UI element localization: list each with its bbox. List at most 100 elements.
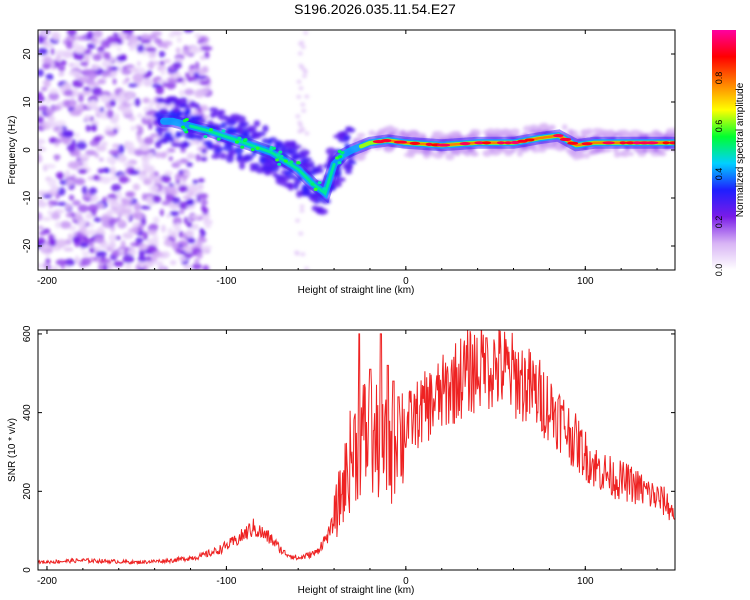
spectrogram-y-tick-label: 0	[22, 147, 33, 153]
chart-title: S196.2026.035.11.54.E27	[294, 1, 456, 17]
ridge-peak	[275, 153, 280, 157]
spectrogram-cell	[85, 149, 97, 156]
spectrogram-cell	[116, 55, 127, 62]
spectrogram-cell	[127, 248, 137, 257]
spectrogram-cell	[103, 51, 109, 60]
spectrogram-cell	[100, 94, 110, 103]
spectrogram-cell	[69, 110, 82, 117]
spectrogram-cell	[148, 200, 155, 206]
spectrogram-cell	[101, 71, 108, 78]
spectrogram-cell	[274, 140, 284, 147]
spectrogram-cell	[159, 104, 170, 109]
snr-x-ticks: -200 -100 0 100	[37, 330, 658, 587]
spectrogram-cell	[169, 260, 177, 266]
spectrogram-cell	[300, 252, 306, 257]
spectrogram-cell	[192, 179, 199, 185]
spectrogram-cell	[300, 102, 306, 107]
spectrogram-cell	[211, 154, 221, 159]
spectrogram-cell	[106, 156, 118, 164]
spectrogram-cell	[134, 97, 141, 107]
spectrogram-cell	[174, 173, 182, 182]
spectrogram-cell	[537, 123, 549, 129]
spectrogram-cell	[603, 130, 615, 139]
snr-panel: -200 -100 0 100 0 200 400 600 Height of straig…	[7, 325, 676, 596]
spectrogram-cell	[368, 130, 376, 137]
spectrogram-cell	[85, 212, 93, 220]
spectrogram-cell	[284, 170, 290, 177]
spectrogram-cell	[91, 86, 103, 96]
spectrogram-cell	[54, 154, 59, 162]
spectrogram-cell	[199, 228, 205, 234]
spectrogram-cell	[262, 125, 269, 133]
spectrogram-cell	[196, 240, 203, 249]
ridge-peak	[436, 143, 451, 147]
snr-y-tick-label: 0	[22, 567, 33, 573]
spectrogram-cell	[179, 102, 189, 109]
colorbar-tick-label: 0.6	[714, 120, 724, 133]
ridge-peak	[602, 141, 615, 145]
spectrogram-cell	[197, 193, 209, 200]
snr-x-tick-label: 0	[403, 576, 409, 587]
ridge-peak	[619, 141, 627, 145]
spectrogram-cell	[239, 121, 249, 127]
spectrogram-cell	[223, 144, 234, 152]
spectrogram-cell	[72, 199, 81, 206]
spectrogram-cell	[63, 89, 75, 97]
spectrogram-cell	[147, 228, 158, 236]
spectrogram-cell	[159, 208, 165, 217]
spectrogram-cell	[75, 35, 88, 41]
spectrogram-cell	[125, 92, 135, 99]
spectrogram-cell	[132, 73, 144, 83]
spectrogram-cell	[100, 141, 108, 147]
spectrogram-cell	[138, 126, 144, 135]
spectrogram-cell	[604, 147, 612, 153]
spectrogram-cell	[166, 213, 171, 219]
spectrogram-cell	[79, 242, 89, 249]
ridge-peak	[559, 137, 572, 142]
spectrogram-cell	[61, 130, 74, 138]
spectrogram-cell	[178, 97, 188, 105]
snr-y-tick-label: 400	[22, 404, 33, 421]
spectrogram-cell	[156, 104, 161, 110]
ridge-peak	[275, 158, 280, 162]
spectrogram-cell	[285, 140, 297, 149]
spectrogram-cell	[197, 89, 210, 95]
spectrogram-cell	[198, 186, 204, 194]
spectrogram-cell	[136, 132, 142, 142]
spectrogram-cell	[50, 185, 60, 193]
spectrogram-cell	[38, 47, 48, 56]
spectrogram-cell	[51, 265, 59, 270]
spectrogram-cell	[120, 240, 126, 250]
spectrogram-cell	[141, 193, 147, 201]
spectrogram-cell	[66, 143, 76, 152]
spectrogram-cell	[145, 260, 155, 267]
spectrogram-cell	[204, 51, 210, 59]
spectrogram-cell	[138, 243, 149, 250]
spectrogram-cell	[219, 152, 227, 160]
spectrogram-cell	[159, 60, 165, 66]
spectrogram-cell	[158, 137, 170, 144]
spectrogram-y-tick-label: -10	[22, 190, 33, 205]
snr-x-tick-label: -200	[37, 576, 57, 587]
spectrogram-cell	[55, 239, 67, 248]
ridge-peak	[524, 138, 535, 142]
spectrogram-cell	[38, 212, 43, 221]
spectrogram-cell	[77, 204, 89, 213]
ridge-peak	[496, 141, 505, 145]
ridge-peak	[662, 141, 670, 145]
snr-y-tick-label: 200	[22, 483, 33, 500]
spectrogram-cell	[196, 251, 203, 259]
spectrogram-cell	[65, 40, 73, 49]
spectrogram-cell	[49, 238, 57, 247]
spectrogram-cell	[92, 53, 102, 61]
spectrogram-cell	[135, 237, 144, 244]
snr-y-ticks: 0 200 400 600	[22, 325, 675, 573]
ridge-peak	[250, 148, 255, 152]
snr-y-label: SNR (10 * v/v)	[7, 418, 18, 482]
spectrogram-cell	[142, 72, 151, 79]
spectrogram-cell	[301, 158, 309, 164]
spectrogram-cell	[38, 68, 44, 77]
spectrogram-cell	[344, 169, 353, 175]
spectrogram-cell	[155, 261, 164, 267]
spectrogram-cell	[140, 205, 151, 210]
